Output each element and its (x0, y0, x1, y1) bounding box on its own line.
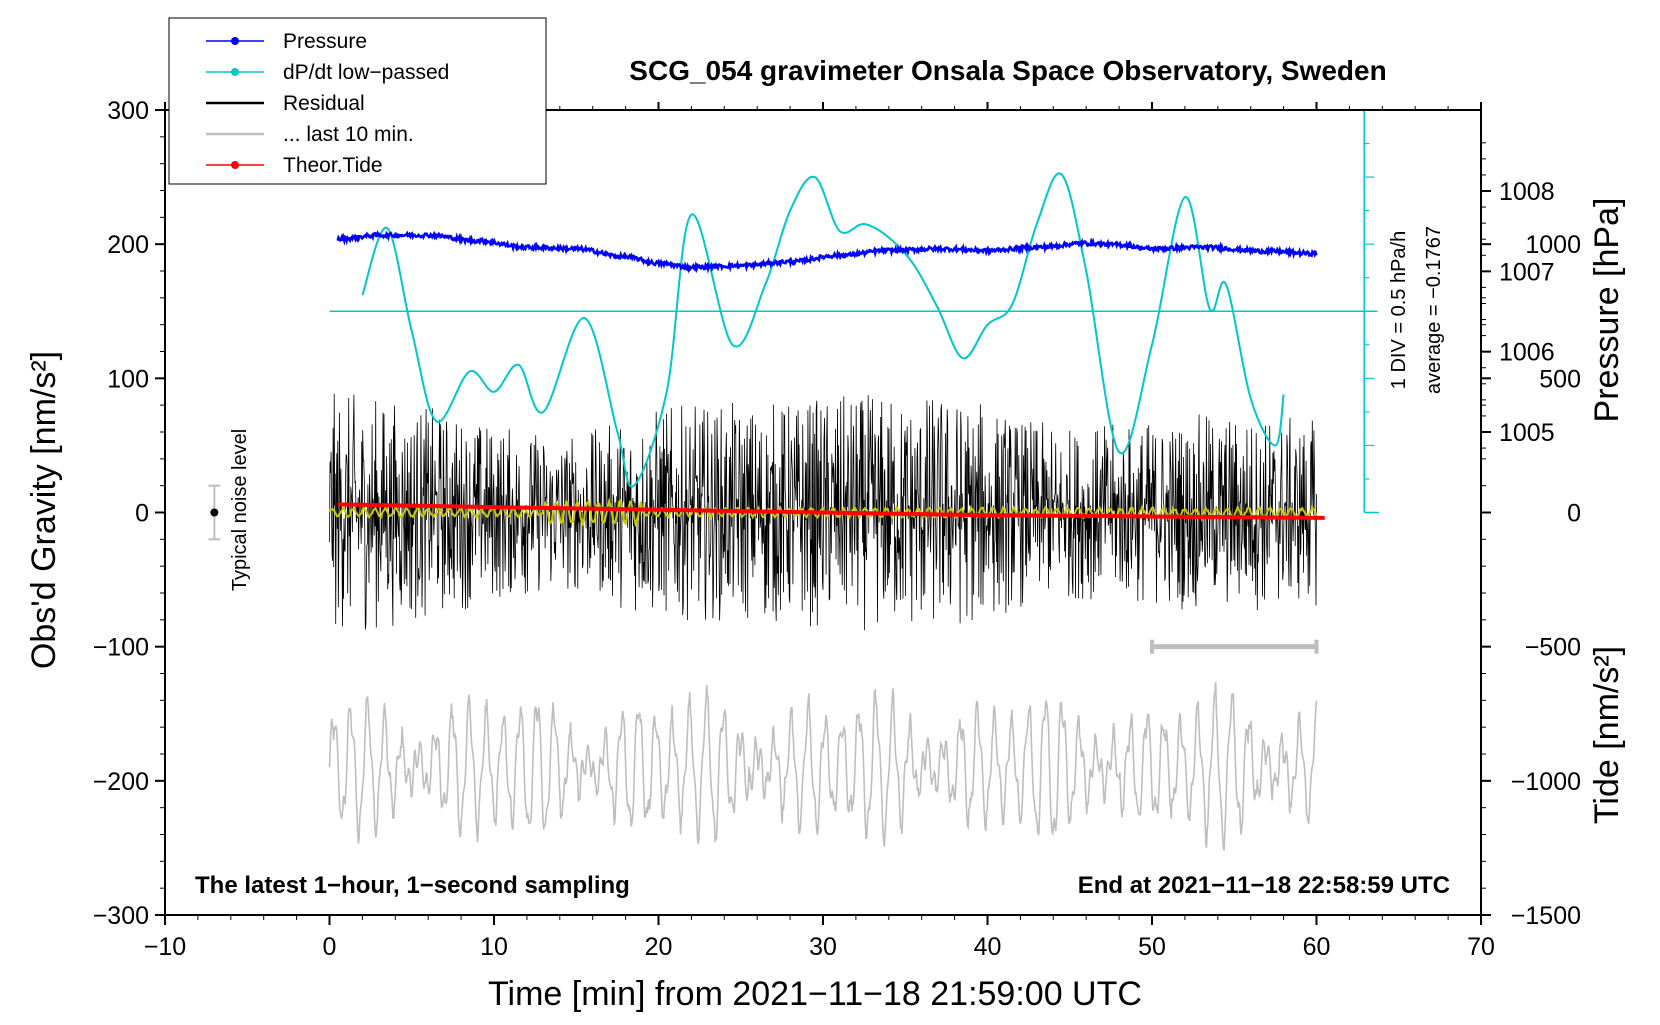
gravity-tick-label: 100 (107, 365, 149, 393)
gravity-tick-label: −200 (93, 768, 149, 796)
legend-marker (231, 37, 239, 45)
last-10-min-line (328, 682, 1318, 851)
data-layer (208, 109, 1380, 851)
footer-left-note: The latest 1−hour, 1−second sampling (195, 872, 630, 899)
tide-tick-label: −500 (1525, 634, 1581, 662)
chart-title: SCG_054 gravimeter Onsala Space Observat… (629, 55, 1386, 86)
legend-label: ... last 10 min. (283, 123, 414, 146)
pressure-tick-label: 1007 (1499, 258, 1555, 286)
residual-line (329, 393, 1317, 631)
pressure-tick-label: 1005 (1499, 419, 1555, 447)
noise-level-label: Typical noise level (229, 429, 251, 591)
x-tick-label: 50 (1138, 933, 1166, 961)
legend-label: Residual (283, 92, 365, 115)
legend-marker (231, 161, 239, 169)
gravity-tick-label: −100 (93, 634, 149, 662)
tide-tick-label: 1000 (1525, 231, 1581, 259)
pressure-line (336, 229, 1318, 274)
x-tick-label: 0 (323, 933, 337, 961)
footer-right-note: End at 2021−11−18 22:58:59 UTC (1078, 872, 1450, 899)
residual-lowpassed-line (328, 496, 1318, 528)
legend-marker (231, 68, 239, 76)
legend-box (168, 17, 547, 185)
legend: Pressure dP/dt low−passed Residual ... last… (168, 17, 547, 185)
gravity-tick-label: −300 (93, 902, 149, 930)
gravity-tick-label: 300 (107, 97, 149, 125)
x-tick-label: 30 (809, 933, 837, 961)
axes-layer: −10 0 10 20 30 40 50 60 703002001000−100−200−300… (93, 97, 1581, 961)
x-axis-title: Time [min] from 2021−11−18 21:59:00 UTC (488, 975, 1142, 1013)
x-tick-label: 20 (645, 933, 673, 961)
x-tick-label: 70 (1467, 933, 1495, 961)
dpdt-lowpassed-line (361, 172, 1285, 488)
legend-label: Pressure (283, 30, 367, 53)
pressure-average-note: average = −0.1767 (1423, 226, 1445, 394)
tide-tick-label: 500 (1539, 365, 1581, 393)
pressure-tick-label: 1008 (1499, 178, 1555, 206)
tide-tick-label: −1500 (1511, 902, 1581, 930)
legend-label: Theor.Tide (283, 154, 383, 177)
gravity-tick-label: 200 (107, 231, 149, 259)
x-tick-label: −10 (144, 933, 186, 961)
y-axis-title-gravity: Obs'd Gravity [nm/s²] (25, 351, 63, 669)
noise-level-dot (210, 508, 219, 517)
legend-label: dP/dt low−passed (283, 61, 449, 84)
pressure-scale-note: 1 DIV = 0.5 hPa/h (1388, 231, 1410, 389)
theor-tide-line (337, 502, 1325, 520)
x-tick-label: 60 (1303, 933, 1331, 961)
tide-tick-label: −1000 (1511, 768, 1581, 796)
y-axis-title-pressure: Pressure [hPa] (1588, 198, 1626, 423)
pressure-tick-label: 1006 (1499, 339, 1555, 367)
gravity-tick-label: 0 (135, 500, 149, 528)
tide-tick-label: 0 (1567, 500, 1581, 528)
y-axis-title-tide: Tide [nm/s²] (1588, 646, 1626, 824)
x-tick-label: 40 (974, 933, 1002, 961)
x-tick-label: 10 (480, 933, 508, 961)
